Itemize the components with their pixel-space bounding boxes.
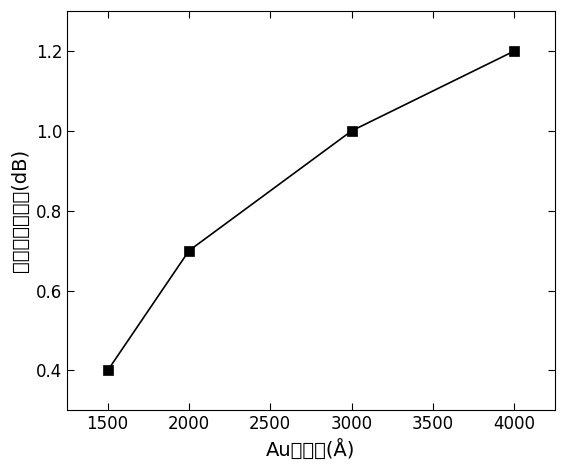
X-axis label: Au层厚度(Å): Au层厚度(Å) bbox=[266, 439, 355, 460]
Y-axis label: 偏振消光比变化(dB): 偏振消光比变化(dB) bbox=[11, 149, 30, 272]
